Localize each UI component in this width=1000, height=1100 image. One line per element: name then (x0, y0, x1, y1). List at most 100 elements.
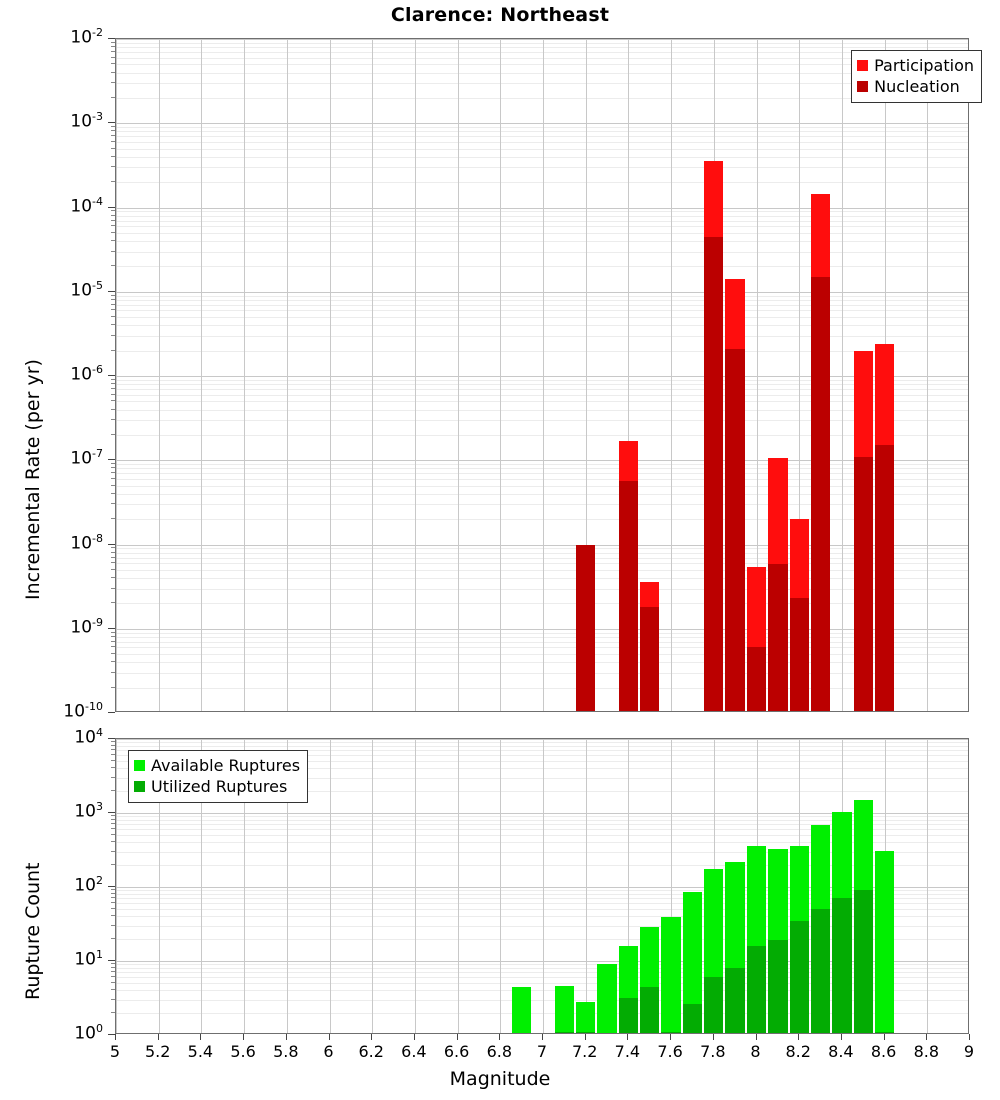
bar-group (768, 739, 788, 1033)
y-tick-minor (111, 463, 115, 465)
gridline-minor (116, 603, 968, 605)
gridline-minor (116, 569, 968, 571)
gridline-vertical (286, 739, 288, 1033)
x-tick-label: 6.4 (401, 1042, 427, 1061)
bar-segment-utilized-ruptures (704, 977, 724, 1033)
gridline-minor (116, 588, 968, 590)
y-tick-minor (111, 915, 115, 917)
y-tick-minor (111, 265, 115, 267)
gridline-vertical (543, 39, 544, 711)
y-tick-label: 102 (74, 874, 103, 896)
gridline-minor (116, 299, 968, 301)
bar-segment-utilized-ruptures (746, 945, 767, 1033)
gridline-minor (116, 790, 968, 792)
y-tick-minor (111, 897, 115, 899)
y-tick-minor (111, 46, 115, 48)
y-tick-minor (111, 971, 115, 973)
y-tick-minor (111, 96, 115, 98)
y-tick-minor (111, 924, 115, 926)
x-tick-label: 7 (536, 1042, 548, 1061)
gridline-vertical (585, 39, 587, 711)
y-tick-label: 10-10 (63, 700, 103, 722)
y-tick-minor (111, 828, 115, 830)
gridline-minor (116, 894, 968, 896)
x-tick (413, 1034, 415, 1040)
y-tick-minor (111, 166, 115, 168)
figure-title: Clarence: Northeast (390, 4, 610, 26)
gridline-vertical (500, 739, 502, 1033)
bar-group (725, 39, 745, 711)
gridline-minor (116, 401, 968, 403)
gridline-minor (116, 167, 968, 169)
y-tick-minor (111, 503, 115, 505)
bar-group (789, 739, 809, 1033)
gridline-minor (116, 925, 968, 927)
bar-segment-utilized-ruptures (832, 897, 852, 1033)
bar-group (511, 739, 532, 1033)
x-tick (328, 1034, 330, 1040)
x-tick-label: 9 (963, 1042, 975, 1061)
gridline-minor (116, 493, 968, 495)
bar-group (874, 39, 895, 711)
gridline-minor (116, 820, 968, 822)
x-tick-label: 5.4 (187, 1042, 214, 1061)
gridline-minor (116, 909, 968, 911)
x-tick-label: 8.4 (828, 1042, 854, 1061)
y-tick-minor (111, 749, 115, 751)
gridline-vertical (116, 739, 117, 1033)
x-tick (670, 1034, 672, 1040)
gridline-vertical (585, 739, 587, 1033)
bar-group (576, 739, 596, 1033)
gridline-vertical (756, 39, 758, 711)
gridline-vertical (841, 39, 843, 711)
y-tick-minor (111, 635, 115, 637)
bar-group (618, 739, 639, 1033)
gridline-minor (116, 42, 968, 44)
x-tick-label: 8 (750, 1042, 761, 1061)
x-tick-label: 5.8 (273, 1042, 299, 1061)
gridline-minor (116, 485, 968, 487)
legend-swatch (134, 760, 145, 771)
gridline-minor (116, 478, 968, 480)
y-tick-minor (111, 989, 115, 991)
y-tick-minor (111, 400, 115, 402)
gridline-minor (116, 232, 968, 234)
bar-segment-available-ruptures (554, 985, 575, 1033)
y-tick-minor (111, 631, 115, 633)
gridline-major (116, 887, 968, 888)
y-tick-minor (111, 602, 115, 604)
x-tick (243, 1034, 245, 1040)
y-tick-minor (111, 646, 115, 648)
gridline-minor (116, 851, 968, 853)
gridline-vertical (286, 39, 288, 711)
legend-label: Utilized Ruptures (151, 776, 288, 796)
legend-swatch (134, 781, 145, 792)
gridline-minor (116, 317, 968, 319)
gridline-minor (116, 148, 968, 150)
gridline-minor (116, 768, 968, 770)
bar-segment-nucleation (746, 647, 767, 711)
y-tick-minor (111, 893, 115, 895)
y-tick-minor (111, 967, 115, 969)
y-tick (108, 543, 115, 545)
gridline-minor (116, 916, 968, 918)
bar-group (640, 39, 660, 711)
legend-entry: Utilized Ruptures (134, 776, 300, 797)
gridline-minor (116, 563, 968, 565)
gridline-major (116, 291, 968, 293)
gridline-major (116, 39, 968, 40)
gridline-vertical (329, 39, 331, 711)
gridline-minor (116, 938, 968, 940)
y-tick-minor (111, 393, 115, 395)
y-tick-minor (111, 477, 115, 479)
gridline-major (116, 460, 968, 462)
gridline-minor (116, 141, 968, 143)
y-tick-minor (111, 250, 115, 252)
y-tick-minor (111, 130, 115, 132)
gridline-major (116, 123, 968, 125)
bar-group (554, 739, 575, 1033)
gridline-minor (116, 127, 968, 129)
y-tick-minor (111, 82, 115, 84)
bar-group (789, 39, 809, 711)
